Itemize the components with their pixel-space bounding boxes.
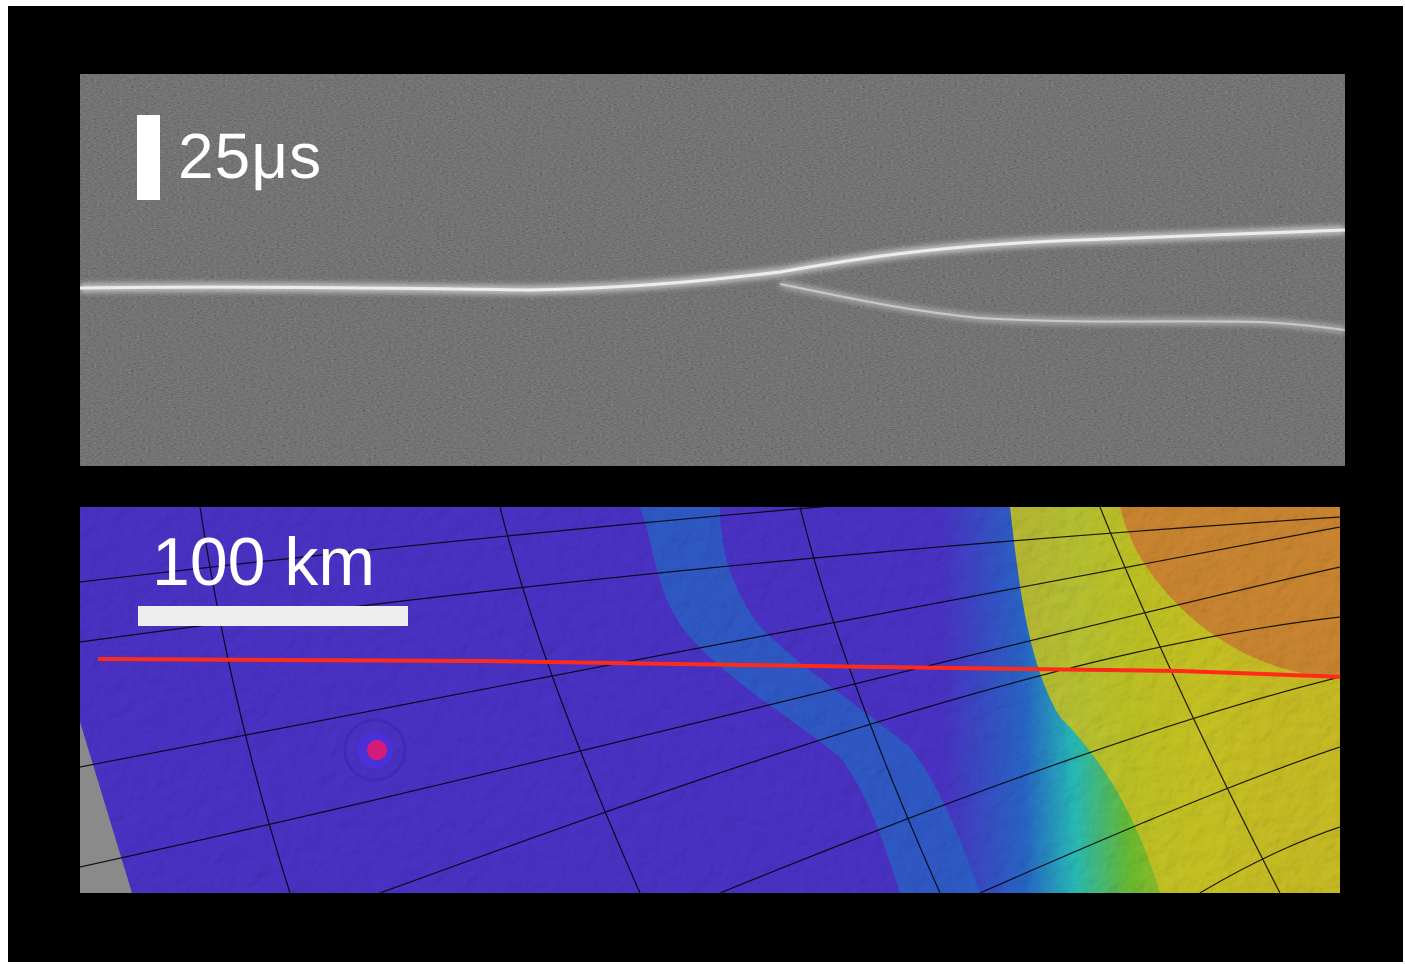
time-scale-bar [137, 115, 160, 200]
distance-scale-label: 100 km [152, 524, 375, 600]
graticule [80, 507, 1340, 893]
crater [343, 718, 407, 782]
distance-scale-bar [138, 606, 408, 626]
radargram-panel [80, 74, 1345, 466]
ground-track-line [97, 657, 1340, 679]
topographic-map-panel [80, 507, 1340, 893]
time-scale-label: 25μs [178, 120, 323, 192]
